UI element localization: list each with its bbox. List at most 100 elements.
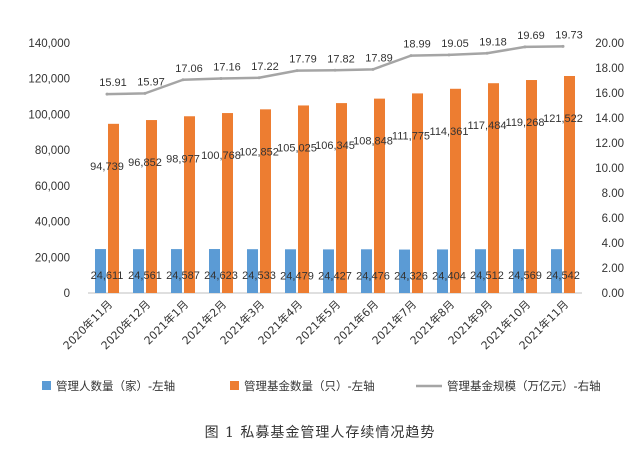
label-funds: 121,522 — [543, 113, 583, 125]
y-left-tick-label: 80,000 — [35, 145, 70, 157]
bar-funds — [450, 88, 461, 293]
label-managers: 24,476 — [356, 270, 390, 282]
y-right-tick-label: 12.00 — [595, 138, 624, 150]
y-right-tick-label: 8.00 — [602, 188, 624, 200]
line-point — [295, 69, 299, 73]
label-scale: 19.73 — [555, 29, 583, 41]
bar-funds — [526, 80, 537, 294]
line-point — [257, 76, 261, 80]
label-managers: 24,587 — [166, 270, 200, 282]
right-axis: 0.00 2.00 4.00 6.00 8.00 10.00 12.00 14.00 16.00… — [595, 38, 624, 300]
line-point — [561, 44, 565, 48]
label-scale: 19.05 — [441, 38, 469, 50]
bar-funds — [564, 75, 575, 293]
bar-managers — [209, 249, 220, 293]
line-point — [143, 91, 147, 95]
legend-swatch — [230, 381, 239, 390]
bar-funds — [146, 120, 157, 293]
label-funds: 108,848 — [353, 136, 393, 148]
label-managers: 24,512 — [470, 270, 504, 282]
data-labels: 94,739 24,611 15.91 96,852 24,561 15.97 98,977… — [90, 29, 583, 282]
bar-managers — [247, 249, 258, 293]
y-right-tick-label: 10.00 — [595, 163, 624, 175]
y-left-tick-label: 140,000 — [28, 38, 70, 50]
label-managers: 24,404 — [432, 270, 466, 282]
label-scale: 15.91 — [99, 77, 127, 89]
line-point — [105, 92, 109, 96]
y-right-tick-label: 2.00 — [602, 263, 624, 275]
label-managers: 24,611 — [91, 270, 124, 282]
bar-managers — [171, 249, 182, 293]
y-left-tick-label: 0 — [64, 288, 70, 300]
label-scale: 17.22 — [251, 61, 279, 73]
label-scale: 19.18 — [479, 36, 507, 48]
y-right-tick-label: 20.00 — [595, 38, 624, 50]
line-point — [523, 45, 527, 49]
label-funds: 111,775 — [392, 130, 430, 142]
label-scale: 17.06 — [175, 63, 203, 75]
line-point — [181, 78, 185, 82]
label-funds: 117,484 — [468, 120, 507, 132]
label-funds: 114,361 — [430, 126, 469, 138]
label-funds: 102,852 — [239, 146, 279, 158]
bar-managers — [475, 249, 486, 293]
legend-label: 管理基金数量（只）-左轴 — [244, 379, 375, 393]
label-funds: 94,739 — [90, 161, 124, 173]
legend-label: 管理人数量（家）-左轴 — [56, 379, 175, 393]
x-axis-ticks: 2020年11月2020年12月2021年1月2021年2月2021年3月202… — [60, 297, 571, 352]
label-funds: 105,025 — [277, 142, 317, 154]
label-managers: 24,569 — [508, 270, 542, 282]
bars — [95, 75, 575, 294]
label-managers: 24,533 — [242, 270, 276, 282]
label-managers: 24,542 — [546, 270, 580, 282]
line-point — [409, 54, 413, 58]
bar-managers — [133, 249, 144, 293]
label-scale: 15.97 — [137, 76, 165, 88]
line-point — [371, 67, 375, 71]
bar-funds — [412, 93, 423, 293]
label-managers: 24,326 — [394, 271, 428, 283]
legend: 管理人数量（家）-左轴 管理基金数量（只）-左轴 管理基金规模（万亿元）-右轴 — [42, 379, 601, 393]
scale-line — [105, 44, 565, 96]
bar-funds — [374, 98, 385, 293]
label-funds: 96,852 — [128, 157, 162, 169]
y-right-tick-label: 0.00 — [602, 288, 624, 300]
bar-funds — [184, 116, 195, 293]
line-point — [447, 53, 451, 57]
label-scale: 17.89 — [365, 52, 393, 64]
legend-swatch — [42, 381, 51, 390]
legend-label: 管理基金规模（万亿元）-右轴 — [447, 379, 601, 393]
label-scale: 17.79 — [289, 54, 317, 66]
label-managers: 24,561 — [128, 270, 162, 282]
bar-managers — [437, 249, 448, 293]
label-funds: 106,345 — [315, 140, 355, 152]
bar-funds — [222, 113, 233, 293]
bar-managers — [513, 249, 524, 293]
bar-managers — [95, 249, 106, 293]
bar-managers — [285, 249, 296, 293]
chart: 0 20,000 40,000 60,000 80,000 100,000 120,000 1… — [28, 29, 624, 393]
y-right-tick-label: 16.00 — [595, 88, 624, 100]
bar-managers — [399, 249, 410, 293]
line-point — [485, 51, 489, 55]
y-left-tick-label: 60,000 — [35, 181, 70, 193]
label-scale: 18.99 — [403, 39, 431, 51]
bar-managers — [323, 249, 334, 293]
bar-funds — [336, 103, 347, 294]
bar-funds — [260, 109, 271, 293]
bar-managers — [551, 249, 562, 293]
label-managers: 24,623 — [204, 270, 238, 282]
label-scale: 17.16 — [213, 62, 241, 74]
line-point — [219, 77, 223, 80]
label-scale: 17.82 — [327, 53, 355, 65]
bar-managers — [361, 249, 372, 293]
y-left-tick-label: 120,000 — [28, 74, 70, 86]
label-managers: 24,479 — [280, 270, 314, 282]
label-funds: 98,977 — [166, 153, 200, 165]
bar-funds — [488, 83, 499, 293]
line-point — [333, 68, 337, 72]
label-funds: 119,268 — [506, 117, 545, 129]
label-managers: 24,427 — [318, 270, 352, 282]
label-funds: 100,768 — [201, 150, 241, 162]
y-left-tick-label: 20,000 — [35, 252, 70, 264]
